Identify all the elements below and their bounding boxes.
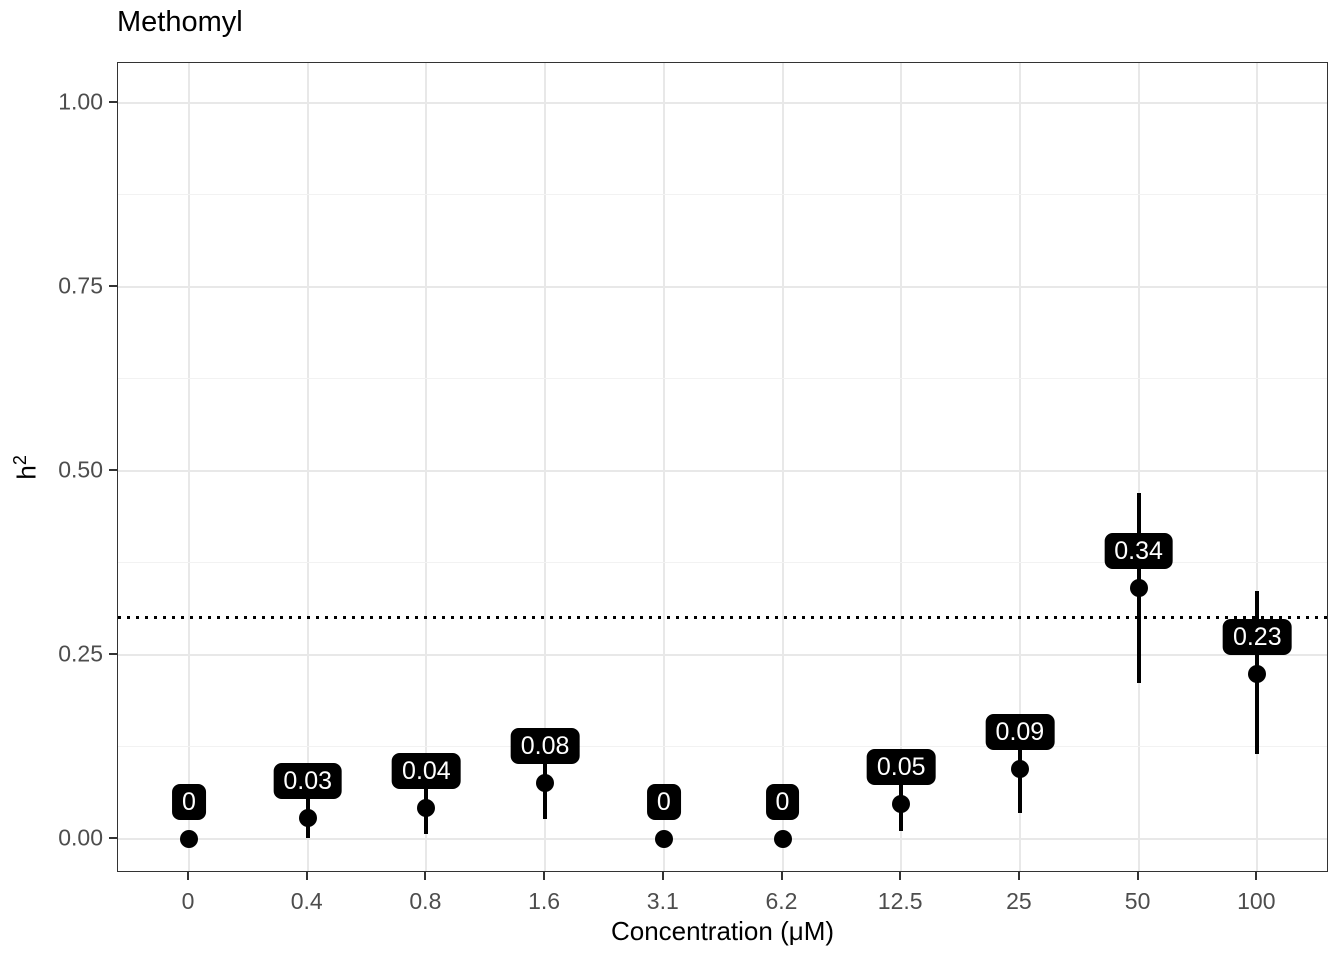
data-point: [536, 773, 555, 792]
value-label-box: 0: [172, 783, 206, 820]
gridline-major-vertical: [188, 63, 190, 871]
data-point: [180, 829, 198, 848]
gridline-major-vertical: [425, 63, 428, 871]
data-point: [654, 829, 673, 848]
chart-title: Methomyl: [117, 6, 243, 38]
value-label-box: 0.34: [1104, 533, 1173, 570]
x-tick-label: 3.1: [646, 888, 679, 914]
data-point: [1248, 664, 1267, 683]
value-label-box: 0.09: [985, 714, 1055, 751]
gridline-minor-horizontal: [118, 745, 1327, 748]
x-tick-label: 0: [181, 888, 195, 914]
x-axis-tick: [1017, 872, 1020, 880]
gridline-major-horizontal: [118, 653, 1327, 656]
gridline-minor-horizontal: [118, 377, 1327, 380]
gridline-major-vertical: [306, 63, 309, 871]
gridline-major-vertical: [781, 63, 784, 871]
x-axis-tick: [543, 872, 546, 880]
data-point: [1129, 579, 1148, 598]
gridline-major-horizontal: [118, 285, 1327, 288]
gridline-major-horizontal: [118, 469, 1327, 472]
x-tick-label: 12.5: [877, 888, 923, 914]
y-axis-tick: [109, 652, 117, 655]
x-axis-tick: [187, 872, 189, 880]
value-label-box: 0.05: [866, 748, 936, 785]
gridline-major-vertical: [544, 63, 547, 871]
gridline-major-horizontal: [118, 101, 1327, 104]
gridline-major-vertical: [662, 63, 665, 871]
y-tick-label: 1.00: [58, 88, 103, 114]
x-tick-label: 100: [1237, 888, 1276, 914]
value-label-box: 0: [646, 783, 681, 820]
y-axis-tick: [109, 836, 117, 839]
x-tick-label: 6.2: [765, 888, 798, 914]
y-axis-tick: [109, 284, 117, 287]
x-tick-label: 25: [1006, 888, 1032, 914]
y-tick-label: 0.75: [58, 272, 103, 298]
gridline-major-vertical: [1256, 63, 1259, 871]
x-axis-tick: [1136, 872, 1139, 880]
x-tick-label: 1.6: [528, 888, 561, 914]
x-axis-tick: [661, 872, 664, 880]
y-axis-tick: [109, 100, 117, 103]
gridline-major-vertical: [900, 63, 903, 871]
gridline-minor-horizontal: [118, 193, 1327, 196]
data-point: [1010, 760, 1029, 779]
x-tick-label: 0.8: [409, 888, 442, 914]
gridline-major-vertical: [1018, 63, 1021, 871]
x-axis-tick: [305, 872, 308, 880]
x-axis-tick: [899, 872, 902, 880]
data-point: [773, 829, 792, 848]
plot-panel: 0 0.03 0.04 0.08 0 0 0.05 0.09 0.34 0.23: [117, 62, 1328, 872]
value-label-box: 0.03: [273, 762, 343, 799]
y-axis-tick: [109, 468, 117, 471]
x-tick-label: 0.4: [290, 888, 323, 914]
x-axis-tick: [1255, 872, 1258, 880]
value-label-box: 0.23: [1222, 618, 1292, 655]
y-axis-title-text: h2: [9, 454, 42, 480]
value-label-box: 0.04: [392, 752, 461, 789]
value-label-box: 0: [765, 783, 800, 820]
y-tick-label: 0.25: [58, 640, 103, 666]
data-point: [298, 808, 317, 827]
y-tick-label: 0.50: [58, 456, 103, 482]
y-axis-title: h2: [0, 62, 52, 872]
gridline-minor-horizontal: [118, 561, 1327, 564]
x-axis-tick: [780, 872, 783, 880]
value-label-box: 0.08: [510, 727, 580, 764]
x-axis-tick: [424, 872, 427, 880]
y-tick-label: 0.00: [58, 824, 103, 850]
x-tick-label: 50: [1124, 888, 1151, 914]
gridline-major-horizontal: [118, 837, 1327, 840]
data-point: [417, 798, 436, 817]
gridline-major-vertical: [1137, 63, 1140, 871]
data-point: [892, 794, 911, 813]
reference-dotted-line: [118, 616, 1327, 620]
x-axis-title: Concentration (μM): [610, 916, 835, 946]
